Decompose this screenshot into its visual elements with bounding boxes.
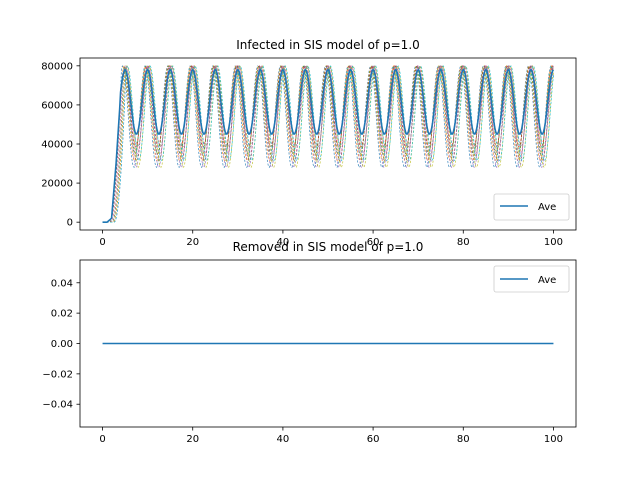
infected-legend-label: Ave	[538, 202, 556, 213]
x-tick-label: 60	[367, 237, 380, 248]
x-tick-label: 20	[186, 237, 199, 248]
infected-run-line	[102, 65, 554, 223]
infected-x-ticks: 0 20 40 60 80 100	[99, 230, 563, 248]
y-tick-label: 0	[67, 218, 73, 229]
infected-average-line	[102, 68, 555, 223]
infected-run-line	[102, 65, 554, 223]
removed-x-ticks: 0 20 40 60 80 100	[99, 427, 563, 445]
y-tick-label: 20000	[41, 179, 73, 190]
infected-ave-line	[102, 68, 555, 223]
infected-y-ticks: 0 20000 40000 60000 80000	[41, 61, 80, 229]
infected-title: Infected in SIS model of p=1.0	[236, 38, 420, 52]
x-tick-label: 60	[367, 434, 380, 445]
removed-legend-box	[493, 265, 570, 293]
x-tick-label: 40	[277, 237, 290, 248]
y-tick-label: 60000	[41, 100, 73, 111]
x-tick-label: 100	[544, 434, 563, 445]
y-tick-label: −0.02	[42, 369, 73, 380]
x-tick-label: 0	[99, 237, 105, 248]
x-tick-label: 80	[457, 237, 470, 248]
y-tick-label: 0.02	[51, 309, 73, 320]
x-tick-label: 80	[457, 434, 470, 445]
x-tick-label: 20	[186, 434, 199, 445]
y-tick-label: −0.04	[42, 400, 73, 411]
removed-subplot: Removed in SIS model of p=1.0 0 20 40 60 80 1…	[42, 240, 577, 445]
removed-title: Removed in SIS model of p=1.0	[233, 240, 424, 254]
x-tick-label: 0	[99, 434, 105, 445]
removed-legend: Ave	[493, 265, 570, 293]
infected-run-line	[102, 65, 554, 223]
removed-legend-label: Ave	[538, 275, 556, 286]
x-tick-label: 100	[544, 237, 563, 248]
x-tick-label: 40	[277, 434, 290, 445]
y-tick-label: 0.00	[51, 339, 73, 350]
infected-legend-box	[493, 193, 570, 221]
infected-subplot: Infected in SIS model of p=1.0 0 20 40 60 80…	[41, 38, 577, 248]
y-tick-label: 40000	[41, 140, 73, 151]
infected-legend: Ave	[493, 193, 570, 221]
y-tick-label: 80000	[41, 61, 73, 72]
y-tick-label: 0.04	[51, 278, 73, 289]
removed-y-ticks: −0.04 −0.02 0.00 0.02 0.04	[42, 278, 80, 411]
